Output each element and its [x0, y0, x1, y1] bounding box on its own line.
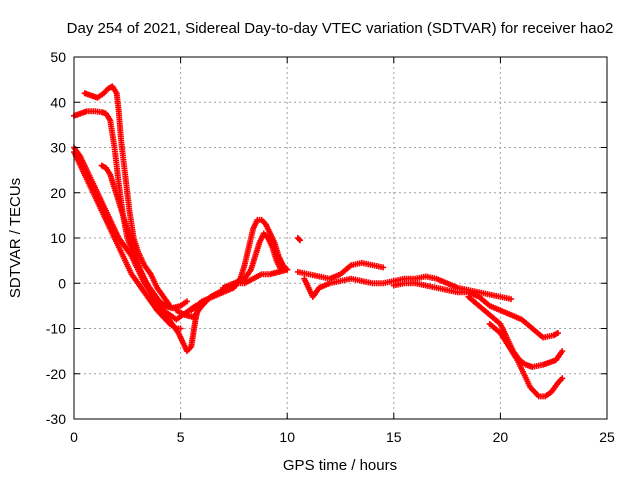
- series-track-a: [71, 108, 190, 312]
- series-track-m: [486, 320, 566, 400]
- series-outlier: [294, 235, 303, 244]
- series-track-k: [390, 280, 561, 341]
- x-axis-title: GPS time / hours: [283, 457, 397, 474]
- data-point: [380, 264, 387, 271]
- series-track-b: [81, 83, 173, 309]
- x-tick-label: 10: [279, 429, 295, 445]
- series-track-i: [294, 259, 387, 282]
- x-tick-label: 5: [177, 429, 185, 445]
- data-point: [284, 266, 291, 273]
- x-tick-label: 0: [70, 429, 78, 445]
- y-axis-ticks: -30 -20 -10 0 10 20 30 40 50: [46, 49, 607, 427]
- data-point: [183, 298, 190, 305]
- data-point: [166, 302, 173, 309]
- y-tick-label: 0: [58, 275, 66, 291]
- series-track-h: [220, 230, 284, 291]
- y-tick-label: -20: [46, 366, 66, 382]
- data-point: [296, 237, 303, 244]
- data-point: [508, 296, 515, 303]
- data-point: [295, 236, 302, 243]
- data-points: [71, 83, 566, 400]
- data-point: [177, 325, 184, 332]
- data-point: [277, 266, 284, 273]
- x-tick-label: 25: [599, 429, 615, 445]
- y-tick-label: 50: [50, 49, 66, 65]
- y-tick-label: 20: [50, 185, 66, 201]
- x-axis-ticks: 0 5 10 15 20 25: [70, 57, 615, 445]
- y-tick-label: 40: [50, 94, 66, 110]
- y-tick-label: -30: [46, 411, 66, 427]
- series-track-d: [71, 149, 184, 332]
- y-tick-label: 10: [50, 230, 66, 246]
- chart-title: Day 254 of 2021, Sidereal Day-to-day VTE…: [67, 20, 614, 37]
- data-point: [554, 330, 561, 337]
- x-tick-label: 15: [386, 429, 402, 445]
- series-track-e: [98, 162, 201, 355]
- data-point: [559, 375, 566, 382]
- y-tick-label: 30: [50, 140, 66, 156]
- x-tick-label: 20: [493, 429, 509, 445]
- y-axis-title: SDTVAR / TECUs: [7, 178, 24, 298]
- series-track-g: [188, 216, 291, 314]
- y-tick-label: -10: [46, 321, 66, 337]
- data-point: [559, 348, 566, 355]
